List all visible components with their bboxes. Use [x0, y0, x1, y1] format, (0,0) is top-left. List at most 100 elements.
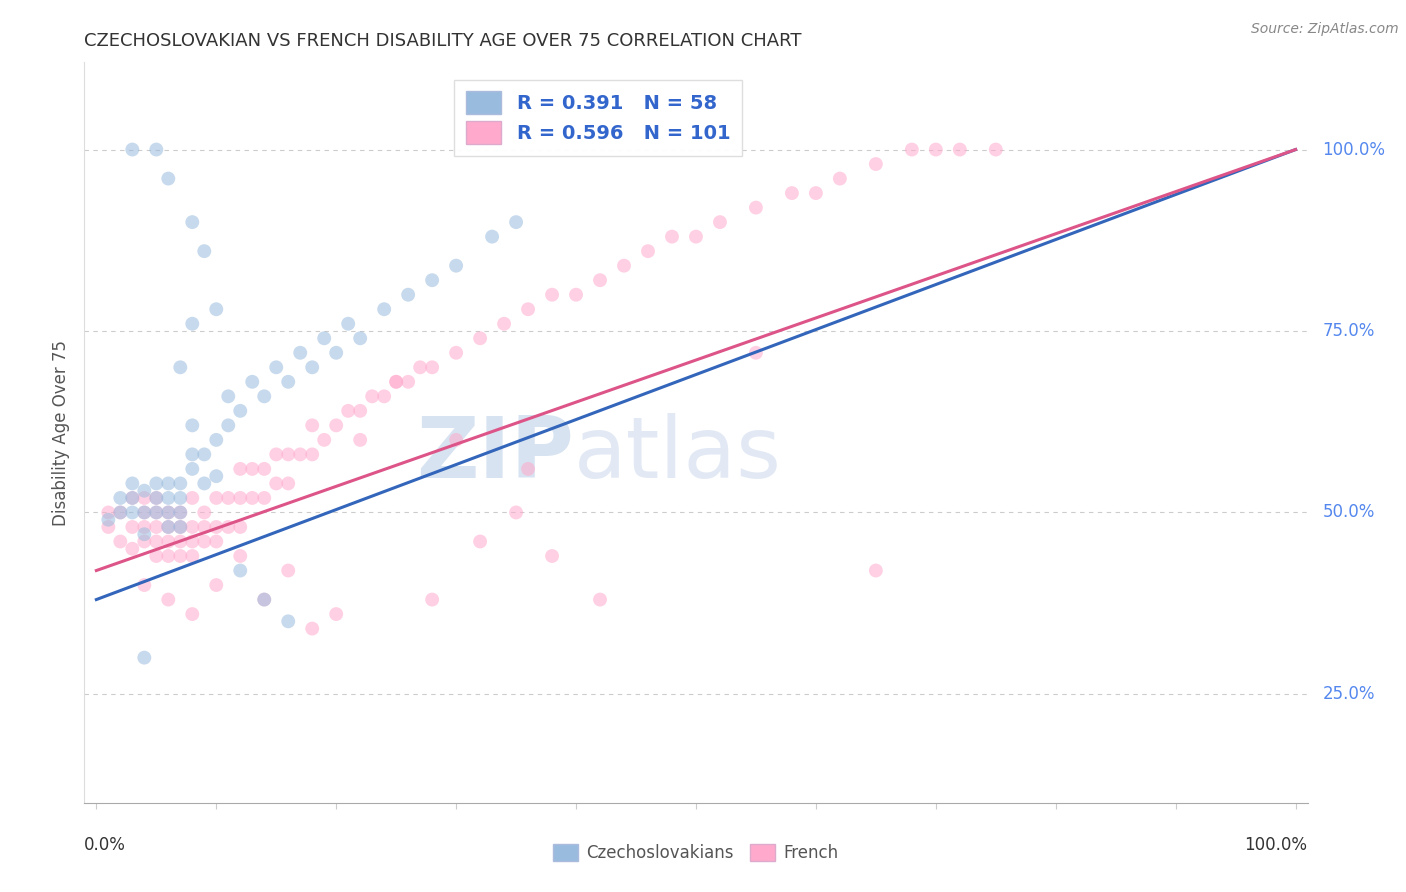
Point	[505, 215, 527, 229]
Point	[169, 520, 191, 534]
Point	[301, 418, 323, 433]
Point	[240, 462, 263, 476]
Point	[169, 520, 191, 534]
Point	[145, 491, 167, 505]
Point	[169, 360, 191, 375]
Point	[181, 215, 204, 229]
Point	[193, 476, 215, 491]
Point	[134, 527, 156, 541]
Point	[325, 345, 347, 359]
Point	[134, 534, 156, 549]
Point	[240, 491, 263, 505]
Point	[361, 389, 384, 403]
Point	[121, 143, 143, 157]
Point	[229, 549, 252, 563]
Point	[541, 287, 564, 301]
Point	[277, 564, 299, 578]
Point	[637, 244, 659, 259]
Point	[193, 520, 215, 534]
Text: CZECHOSLOVAKIAN VS FRENCH DISABILITY AGE OVER 75 CORRELATION CHART: CZECHOSLOVAKIAN VS FRENCH DISABILITY AGE…	[84, 32, 801, 50]
Point	[325, 418, 347, 433]
Legend: Czechoslovakians, French: Czechoslovakians, French	[547, 837, 845, 869]
Point	[277, 615, 299, 629]
Point	[481, 229, 503, 244]
Point	[145, 143, 167, 157]
Point	[373, 389, 395, 403]
Point	[865, 157, 887, 171]
Text: ZIP: ZIP	[416, 413, 574, 496]
Point	[121, 491, 143, 505]
Text: 100.0%: 100.0%	[1244, 836, 1308, 855]
Point	[97, 520, 120, 534]
Point	[121, 506, 143, 520]
Point	[205, 491, 228, 505]
Point	[253, 462, 276, 476]
Point	[409, 360, 432, 375]
Point	[444, 345, 467, 359]
Point	[494, 317, 516, 331]
Point	[337, 404, 360, 418]
Point	[134, 578, 156, 592]
Point	[110, 506, 132, 520]
Text: atlas: atlas	[574, 413, 782, 496]
Point	[157, 520, 180, 534]
Point	[181, 418, 204, 433]
Point	[97, 513, 120, 527]
Point	[169, 506, 191, 520]
Point	[277, 447, 299, 461]
Point	[157, 549, 180, 563]
Point	[205, 433, 228, 447]
Point	[229, 520, 252, 534]
Point	[385, 375, 408, 389]
Point	[157, 592, 180, 607]
Point	[181, 549, 204, 563]
Point	[193, 447, 215, 461]
Point	[134, 520, 156, 534]
Point	[97, 506, 120, 520]
Point	[264, 447, 287, 461]
Point	[565, 287, 588, 301]
Point	[157, 534, 180, 549]
Point	[169, 549, 191, 563]
Point	[661, 229, 683, 244]
Point	[444, 259, 467, 273]
Point	[277, 476, 299, 491]
Point	[290, 345, 312, 359]
Point	[373, 302, 395, 317]
Point	[444, 433, 467, 447]
Point	[229, 491, 252, 505]
Point	[217, 389, 239, 403]
Point	[385, 375, 408, 389]
Point	[264, 360, 287, 375]
Point	[169, 534, 191, 549]
Point	[745, 201, 768, 215]
Point	[613, 259, 636, 273]
Point	[229, 404, 252, 418]
Text: 100.0%: 100.0%	[1322, 141, 1385, 159]
Point	[541, 549, 564, 563]
Point	[277, 375, 299, 389]
Point	[253, 592, 276, 607]
Point	[325, 607, 347, 621]
Point	[145, 534, 167, 549]
Point	[253, 491, 276, 505]
Point	[804, 186, 827, 200]
Point	[157, 506, 180, 520]
Point	[121, 520, 143, 534]
Point	[396, 375, 419, 389]
Point	[349, 331, 371, 345]
Point	[240, 375, 263, 389]
Point	[217, 520, 239, 534]
Point	[709, 215, 731, 229]
Point	[745, 345, 768, 359]
Point	[193, 534, 215, 549]
Text: 50.0%: 50.0%	[1322, 503, 1375, 522]
Point	[217, 491, 239, 505]
Point	[134, 491, 156, 505]
Point	[349, 404, 371, 418]
Point	[157, 520, 180, 534]
Point	[337, 317, 360, 331]
Point	[145, 476, 167, 491]
Point	[984, 143, 1007, 157]
Point	[157, 491, 180, 505]
